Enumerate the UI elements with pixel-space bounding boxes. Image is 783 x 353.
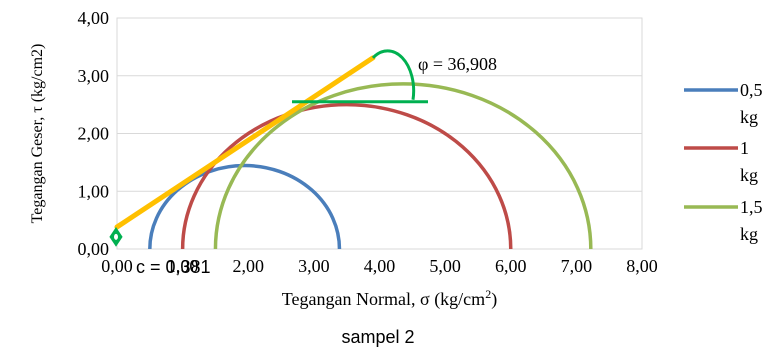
legend-unit: kg	[740, 165, 758, 185]
x-tick-label: 8,00	[626, 256, 658, 276]
x-axis-label-superscript: 2	[485, 287, 491, 301]
x-axis-label-close: )	[491, 289, 497, 310]
y-tick-labels: 0,00 1,00 2,00 3,00 4,00	[78, 8, 110, 259]
mohr-circle	[180, 103, 513, 250]
x-tick-label: 3,00	[298, 256, 330, 276]
x-tick-labels: 0,00 1,00 2,00 3,00 4,00 5,00 6,00 7,00 8,00	[101, 256, 658, 276]
phi-angle-marker	[292, 49, 428, 104]
c-intercept-marker	[109, 226, 123, 247]
x-axis-label: Tegangan Normal, σ (kg/cm2)	[282, 287, 497, 310]
legend-unit: kg	[740, 224, 758, 244]
x-tick-label: 6,00	[495, 256, 527, 276]
x-tick-label: 4,00	[364, 256, 396, 276]
mohr-circles	[148, 82, 593, 250]
x-tick-label: 2,00	[233, 256, 265, 276]
x-tick-label: 5,00	[429, 256, 461, 276]
y-tick-label: 1,00	[78, 181, 110, 201]
legend-label: 0,5	[740, 80, 763, 100]
mohr-circle	[213, 82, 593, 250]
y-tick-label: 4,00	[78, 8, 110, 28]
legend-unit: kg	[740, 107, 758, 127]
phi-arc	[371, 49, 416, 100]
phi-annotation: φ = 36,908	[418, 54, 497, 74]
x-axis-label-main: Tegangan Normal, σ (kg/cm	[282, 289, 485, 310]
legend: 0,5 kg 1 kg 1,5 kg	[684, 80, 763, 244]
c-annotation: c = 0,381	[136, 257, 211, 277]
legend-label: 1,5	[740, 197, 763, 217]
chart-caption: sampel 2	[341, 327, 414, 347]
mohr-circle	[148, 163, 342, 250]
x-tick-label: 0,00	[101, 256, 133, 276]
x-tick-label: 7,00	[561, 256, 593, 276]
y-axis-label: Tegangan Geser, τ (kg/cm2)	[29, 44, 46, 224]
failure-envelope-line	[114, 55, 376, 230]
y-tick-label: 2,00	[78, 124, 110, 144]
x-tick-label: 1,00	[167, 256, 199, 276]
y-tick-label: 3,00	[78, 66, 110, 86]
plot-area-frame	[116, 17, 643, 250]
legend-label: 1	[740, 138, 749, 158]
y-tick-label: 0,00	[78, 239, 110, 259]
c-diamond-center	[114, 233, 118, 240]
